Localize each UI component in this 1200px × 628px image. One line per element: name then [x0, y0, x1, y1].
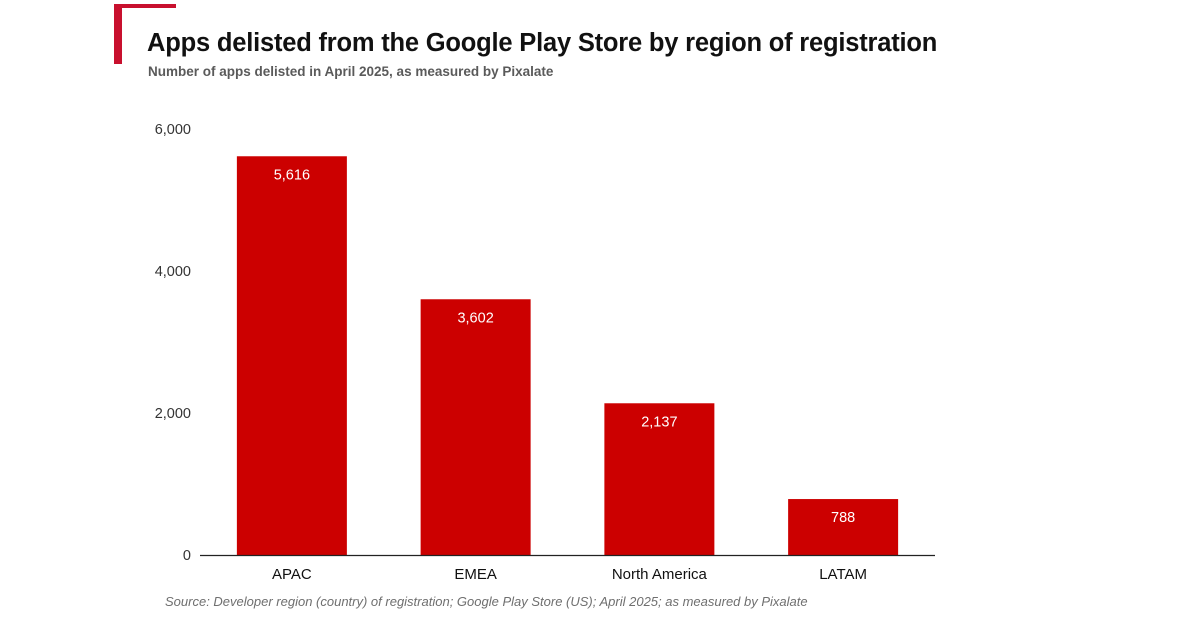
corner-accent-mark — [114, 4, 176, 64]
chart-subtitle: Number of apps delisted in April 2025, a… — [148, 64, 554, 79]
bars — [236, 156, 899, 556]
x-tick-label: LATAM — [819, 566, 867, 583]
bar — [604, 403, 715, 555]
y-axis-ticks: 0 2,000 4,000 6,000 — [155, 122, 191, 564]
bar-data-label: 2,137 — [641, 414, 677, 430]
chart-title: Apps delisted from the Google Play Store… — [147, 29, 938, 57]
source-note: Source: Developer region (country) of re… — [165, 594, 808, 609]
bar — [236, 156, 347, 556]
bar-data-label: 3,602 — [457, 310, 493, 326]
y-tick-label: 2,000 — [155, 406, 191, 422]
x-tick-label: APAC — [272, 566, 312, 583]
x-tick-label: North America — [612, 566, 708, 583]
y-tick-label: 0 — [183, 548, 191, 564]
bar-data-label: 788 — [831, 510, 855, 526]
bar-data-labels: 5,616 3,602 2,137 788 — [274, 167, 856, 526]
x-axis-ticks: APAC EMEA North America LATAM — [272, 566, 867, 583]
y-tick-label: 4,000 — [155, 264, 191, 280]
x-tick-label: EMEA — [454, 566, 497, 583]
bar-data-label: 5,616 — [274, 167, 310, 183]
y-tick-label: 6,000 — [155, 122, 191, 138]
bar — [788, 499, 899, 555]
bar — [420, 299, 531, 555]
